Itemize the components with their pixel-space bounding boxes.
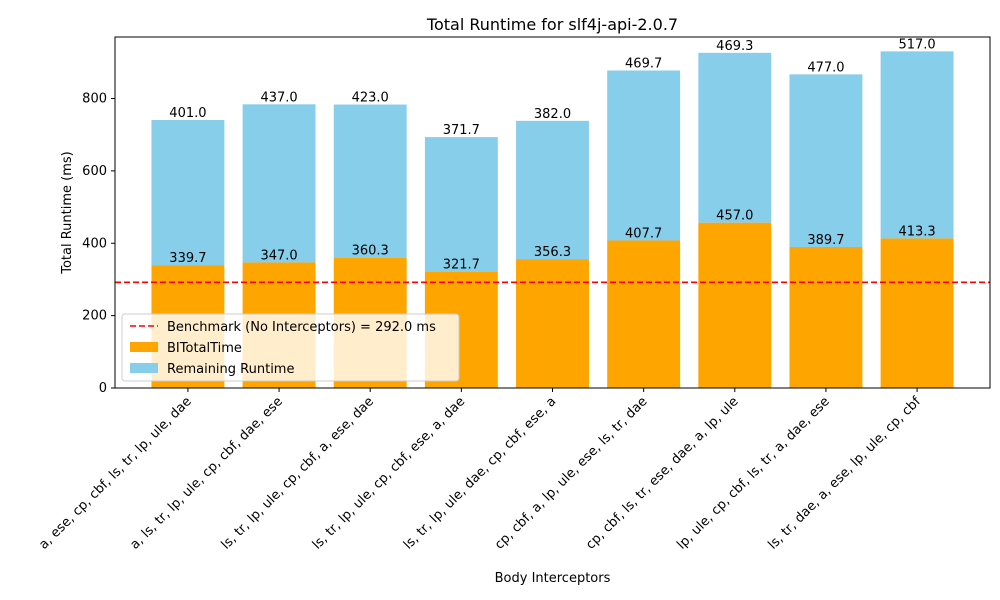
bar-bitotaltime — [516, 259, 589, 388]
data-label-remaining-runtime: 477.0 — [807, 60, 844, 75]
data-label-remaining-runtime: 469.3 — [716, 39, 753, 54]
x-tick-label: ls, tr, lp, ule, cp, cbf, ese, a, dae — [310, 394, 468, 552]
bar-bitotaltime — [880, 238, 954, 388]
bar-bitotaltime — [789, 246, 863, 388]
y-tick-label: 600 — [82, 164, 107, 179]
data-label-bitotaltime: 407.7 — [625, 226, 662, 241]
data-label-bitotaltime: 457.0 — [716, 209, 753, 224]
legend-bitotaltime-label: BITotalTime — [167, 341, 242, 356]
x-tick-label: lp, ule, cp, cbf, ls, tr, a, dae, ese — [674, 394, 832, 552]
legend-remaining-label: Remaining Runtime — [167, 362, 294, 377]
bar-remaining-runtime — [789, 74, 863, 247]
data-label-remaining-runtime: 382.0 — [534, 107, 571, 122]
data-label-bitotaltime: 339.7 — [169, 251, 206, 266]
data-label-bitotaltime: 356.3 — [534, 245, 571, 260]
data-label-bitotaltime: 321.7 — [443, 258, 480, 273]
bar-bitotaltime — [607, 240, 681, 388]
x-tick-label: cp, cbf, a, lp, ule, ese, ls, tr, dae — [492, 394, 650, 552]
y-tick-label: 400 — [82, 236, 107, 251]
data-label-bitotaltime: 347.0 — [260, 248, 297, 263]
bar-remaining-runtime — [698, 52, 772, 223]
data-label-remaining-runtime: 423.0 — [352, 91, 389, 106]
y-tick-label: 200 — [82, 309, 107, 324]
y-tick-label: 800 — [82, 92, 107, 107]
chart-title: Total Runtime for slf4j-api-2.0.7 — [426, 15, 678, 34]
legend-benchmark-label: Benchmark (No Interceptors) = 292.0 ms — [167, 320, 436, 335]
legend-box — [121, 313, 460, 382]
x-tick-label: ls, tr, lp, ule, cp, cbf, a, ese, dae — [219, 394, 377, 552]
data-label-bitotaltime: 413.3 — [898, 224, 935, 239]
bar-remaining-runtime — [880, 51, 954, 239]
bar-remaining-runtime — [607, 70, 681, 241]
data-label-remaining-runtime: 517.0 — [898, 37, 935, 52]
legend-remaining-swatch — [130, 363, 158, 373]
x-tick-label: ls, tr, lp, ule, dae, cp, cbf, ese, a — [401, 394, 559, 552]
x-axis-label: Body Interceptors — [495, 571, 611, 586]
legend-bitotaltime-swatch — [130, 342, 158, 352]
bar-remaining-runtime — [516, 120, 589, 260]
x-tick-label: a, ese, cp, cbf, ls, tr, lp, ule, dae — [36, 394, 194, 552]
bar-remaining-runtime — [333, 104, 407, 258]
data-label-remaining-runtime: 437.0 — [260, 90, 297, 105]
bar-remaining-runtime — [424, 137, 498, 272]
data-label-remaining-runtime: 401.0 — [169, 106, 206, 121]
y-axis-label: Total Runtime (ms) — [60, 151, 75, 275]
x-tick-label: a, ls, tr, lp, ule, cp, cbf, dae, ese — [128, 394, 286, 552]
data-label-bitotaltime: 389.7 — [807, 233, 844, 248]
y-tick-label: 0 — [99, 381, 107, 396]
x-tick-label: ls, tr, dae, a, ese, lp, ule, cp, cbf — [766, 394, 925, 553]
bar-remaining-runtime — [242, 104, 316, 263]
data-label-remaining-runtime: 371.7 — [443, 123, 480, 138]
bar-bitotaltime — [698, 222, 772, 388]
bar-remaining-runtime — [151, 119, 225, 266]
data-label-remaining-runtime: 469.7 — [625, 57, 662, 72]
data-label-bitotaltime: 360.3 — [352, 244, 389, 259]
x-tick-label: cp, cbf, ls, tr, ese, dae, a, lp, ule — [583, 394, 741, 552]
